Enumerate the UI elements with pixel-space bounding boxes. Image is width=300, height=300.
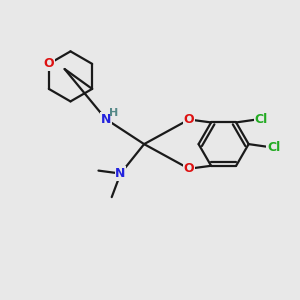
Text: Cl: Cl bbox=[254, 113, 268, 126]
Text: O: O bbox=[184, 162, 194, 175]
Text: O: O bbox=[184, 113, 194, 126]
Text: O: O bbox=[44, 57, 54, 70]
Text: H: H bbox=[110, 108, 119, 118]
Text: N: N bbox=[116, 167, 126, 180]
Text: N: N bbox=[100, 112, 111, 126]
Text: Cl: Cl bbox=[267, 141, 280, 154]
